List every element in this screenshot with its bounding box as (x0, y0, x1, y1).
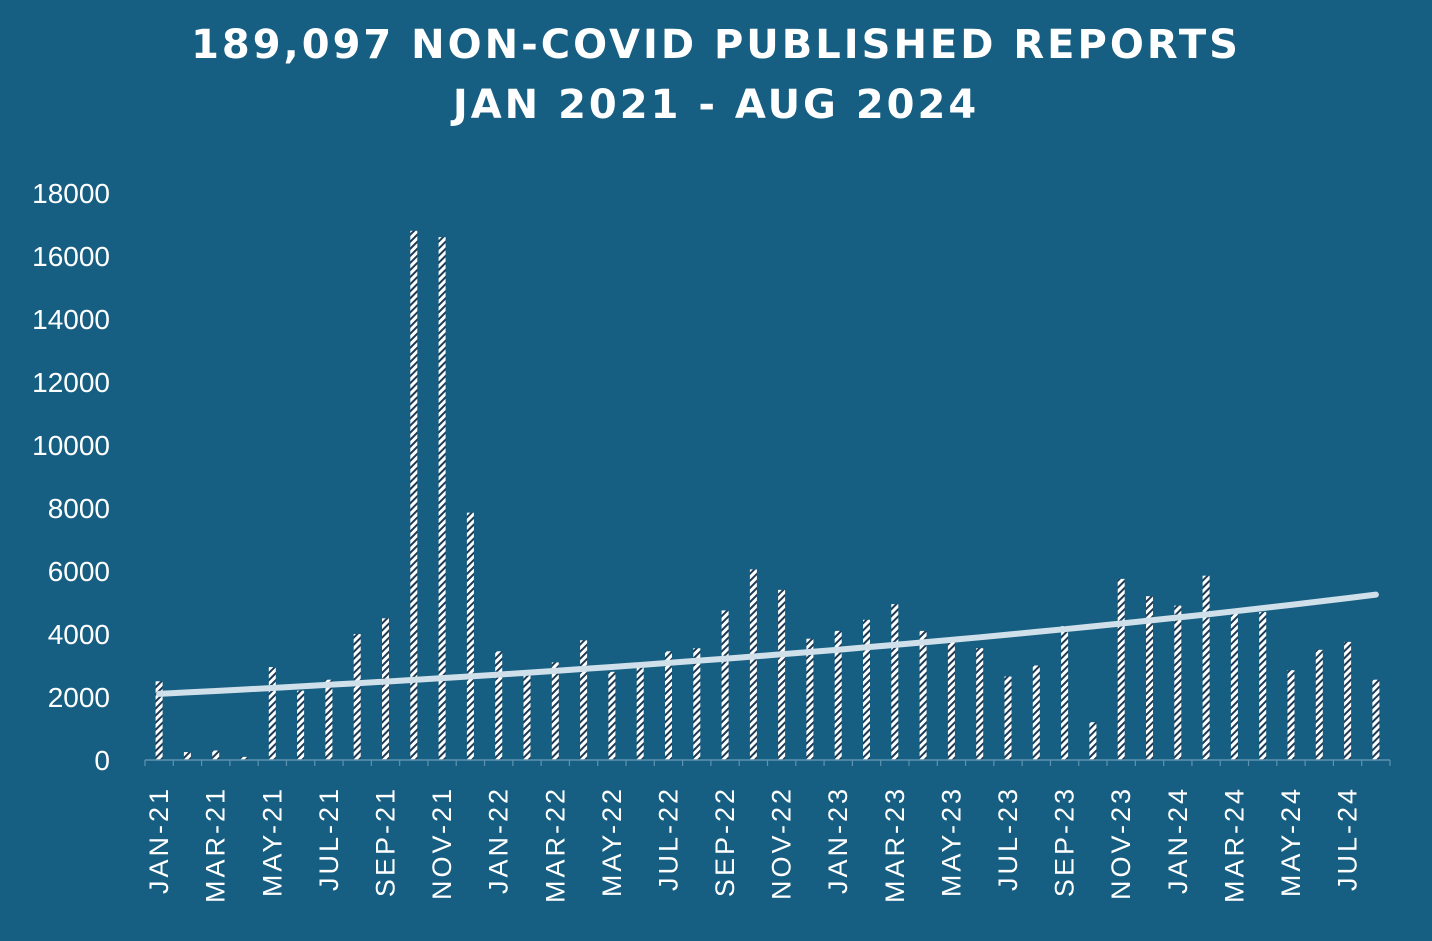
bar-apr-23 (919, 630, 927, 760)
bar-oct-21 (410, 230, 418, 761)
x-tick-label: JUL-23 (993, 786, 1023, 891)
bar-may-23 (947, 638, 955, 760)
x-tick-label: SEP-23 (1050, 786, 1080, 897)
bar-oct-22 (749, 569, 757, 760)
chart-title-line-1: 189,097 NON-COVID PUBLISHED REPORTS (191, 22, 1241, 68)
bar-jul-21 (325, 679, 333, 760)
bar-jul-24 (1344, 641, 1352, 760)
bar-dec-21 (466, 512, 474, 760)
bar-aug-21 (353, 634, 361, 760)
bar-feb-22 (523, 670, 531, 760)
x-tick-label: MAR-22 (540, 786, 570, 903)
bar-nov-21 (438, 237, 446, 761)
bar-sep-21 (382, 618, 389, 761)
x-tick-label: JAN-23 (823, 786, 853, 894)
bar-may-22 (608, 671, 616, 760)
bar-dec-23 (1146, 596, 1153, 760)
x-tick-label: MAY-22 (597, 786, 627, 897)
x-tick-label: SEP-22 (710, 786, 740, 897)
bar-apr-21 (240, 756, 248, 760)
bar-nov-22 (778, 589, 786, 760)
trendline-path (156, 591, 1379, 697)
x-tick-label: JAN-22 (484, 786, 514, 894)
bar-jan-22 (495, 651, 503, 760)
bar-jan-21 (155, 681, 163, 761)
bar-may-21 (268, 667, 276, 760)
trendline (156, 591, 1379, 697)
x-tick-label: NOV-21 (427, 786, 457, 900)
axes (144, 759, 1391, 766)
bar-jun-22 (636, 667, 644, 760)
bar-mar-21 (212, 750, 220, 760)
x-tick-label: JUL-21 (314, 786, 344, 891)
x-tick-label: MAR-23 (880, 786, 910, 903)
x-tick-label: JUL-24 (1333, 786, 1363, 891)
x-tick-label: NOV-23 (1106, 786, 1136, 900)
bar-sep-23 (1061, 626, 1069, 760)
bar-feb-23 (863, 619, 870, 760)
bar-jul-22 (665, 651, 672, 760)
x-tick-label: NOV-22 (767, 786, 797, 900)
bar-feb-24 (1202, 575, 1210, 760)
y-tick-label: 14000 (32, 304, 110, 335)
y-tick-label: 10000 (32, 430, 110, 461)
y-axis-tick-labels: 0 2000 4000 6000 8000 10000 12000 14000 16000 180… (32, 178, 110, 776)
bar-jul-23 (1004, 676, 1012, 760)
bar-jun-24 (1315, 649, 1323, 761)
x-tick-label: JUL-22 (654, 786, 684, 891)
y-tick-label: 6000 (48, 556, 110, 587)
bar-aug-23 (1032, 665, 1040, 760)
y-tick-label: 4000 (48, 619, 110, 650)
bar-sep-22 (721, 610, 729, 760)
bar-aug-24 (1372, 679, 1380, 760)
x-tick-label: JAN-24 (1163, 786, 1193, 894)
bar-feb-21 (183, 752, 191, 760)
y-tick-label: 12000 (32, 367, 110, 398)
y-tick-label: 18000 (32, 178, 110, 209)
bar-series (155, 230, 1380, 761)
bar-apr-22 (580, 640, 588, 760)
bar-may-24 (1287, 670, 1295, 760)
bar-mar-24 (1230, 612, 1238, 760)
y-tick-label: 8000 (48, 493, 110, 524)
bar-oct-23 (1089, 722, 1097, 760)
y-tick-label: 0 (94, 745, 110, 776)
bar-jun-21 (297, 690, 305, 760)
bar-aug-22 (693, 648, 701, 760)
x-tick-label: MAR-21 (201, 786, 231, 903)
y-tick-label: 2000 (48, 682, 110, 713)
x-tick-label: MAY-24 (1276, 786, 1306, 897)
bar-jan-23 (834, 630, 842, 760)
x-tick-label: MAY-23 (936, 786, 966, 897)
bar-apr-24 (1259, 612, 1267, 760)
x-axis-tick-labels: JAN-21 MAR-21 MAY-21 JUL-21 SEP-21 NOV-21 JAN-… (144, 786, 1363, 903)
chart-title-line-2: JAN 2021 - AUG 2024 (452, 82, 980, 128)
bar-jan-24 (1174, 605, 1182, 760)
bar-jun-23 (976, 648, 984, 760)
y-tick-label: 16000 (32, 241, 110, 272)
x-tick-label: MAY-21 (257, 786, 287, 897)
bar-mar-23 (891, 604, 899, 760)
x-tick-label: JAN-21 (144, 786, 174, 894)
x-tick-label: MAR-24 (1219, 786, 1249, 903)
x-tick-label: SEP-21 (371, 786, 401, 897)
bar-mar-22 (551, 662, 559, 760)
bar-nov-23 (1117, 578, 1125, 760)
bar-dec-22 (806, 638, 814, 760)
